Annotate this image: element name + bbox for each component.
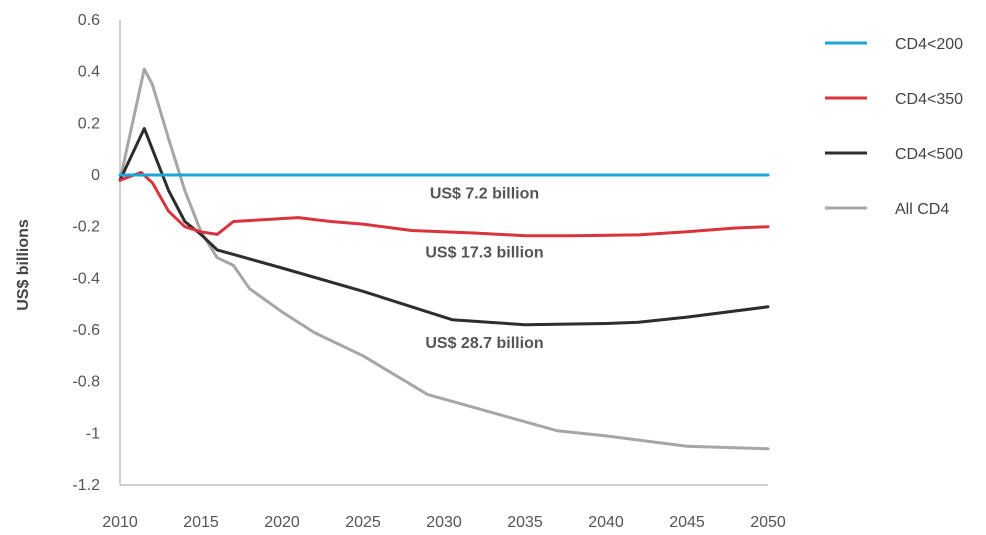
y-tick-label: -1.2 <box>72 477 100 494</box>
x-tick-label: 2035 <box>507 514 543 531</box>
y-tick-label: -0.4 <box>72 270 100 287</box>
chart-annotations: US$ 7.2 billion US$ 17.3 billion US$ 28.7 … <box>425 185 543 352</box>
y-tick-label: 0.6 <box>78 12 100 29</box>
annotation-label: US$ 7.2 billion <box>430 185 539 202</box>
legend-label: CD4<350 <box>895 91 963 108</box>
y-tick-label: -0.2 <box>72 219 100 236</box>
x-tick-label: 2040 <box>588 514 624 531</box>
y-tick-label: 0 <box>91 167 100 184</box>
legend-label: All CD4 <box>895 201 949 218</box>
y-tick-label: -0.6 <box>72 322 100 339</box>
chart-tick-labels: 0.6 0.4 0.2 0 -0.2 -0.4 -0.6 -0.8 -1 -1.2 2010 2015… <box>72 12 785 531</box>
y-tick-label: 0.2 <box>78 115 100 132</box>
y-tick-label: 0.4 <box>78 64 100 81</box>
annotation-label: US$ 17.3 billion <box>425 245 543 262</box>
x-tick-label: 2030 <box>426 514 462 531</box>
series-line-1 <box>118 170 770 238</box>
x-tick-label: 2020 <box>264 514 300 531</box>
x-tick-label: 2015 <box>183 514 219 531</box>
x-tick-label: 2010 <box>102 514 138 531</box>
legend-label: CD4<200 <box>895 36 963 53</box>
chart-axes <box>119 20 768 486</box>
y-tick-label: -0.8 <box>72 374 100 391</box>
x-tick-label: 2045 <box>669 514 705 531</box>
y-axis-title: US$ billions <box>15 219 32 311</box>
annotation-label: US$ 28.7 billion <box>425 335 543 352</box>
chart-series <box>118 67 770 451</box>
x-tick-label: 2025 <box>345 514 381 531</box>
legend-label: CD4<500 <box>895 146 963 163</box>
series-line-3 <box>118 67 770 451</box>
y-tick-label: -1 <box>86 425 100 442</box>
x-tick-label: 2050 <box>750 514 786 531</box>
series-line-2 <box>118 127 770 327</box>
chart-legend: CD4<200 CD4<350 CD4<500 All CD4 <box>825 36 963 218</box>
